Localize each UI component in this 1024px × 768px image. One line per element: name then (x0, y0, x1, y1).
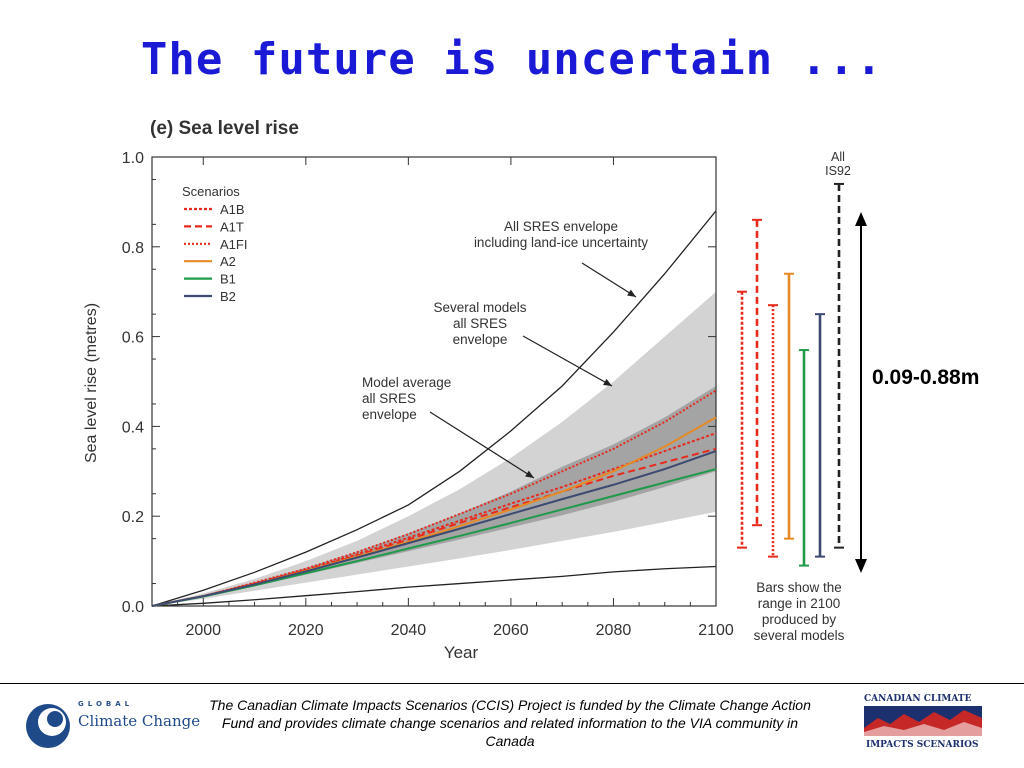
slide-title: The future is uncertain ... (140, 34, 884, 85)
annotation-bars-note-line: Bars show the (756, 580, 842, 595)
y-tick-label: 1.0 (122, 150, 144, 167)
y-tick-label: 0.0 (122, 599, 144, 616)
ccis-logo-bottom-text: IMPACTS SCENARIOS (866, 740, 979, 750)
annotation-all-sres-line: including land-ice uncertainty (474, 235, 648, 250)
x-tick-label: 2000 (185, 622, 221, 639)
annotation-bars-note-line: range in 2100 (758, 596, 841, 611)
legend-label: A1T (220, 219, 244, 234)
legend-label: B2 (220, 289, 236, 304)
x-tick-label: 2100 (698, 622, 734, 639)
ccis-logo: CANADIAN CLIMATE IMPACTS SCENARIOS (862, 692, 986, 756)
range-callout: 0.09-0.88m (872, 366, 980, 389)
annotation-arrow-all-sres (581, 262, 637, 298)
legend-label: A2 (220, 254, 236, 269)
annotation-several-models-line: Several models (433, 300, 526, 315)
annotation-arrow-several-models (522, 335, 613, 387)
y-tick-label: 0.8 (122, 240, 144, 257)
series-line-a1fi (151, 389, 717, 607)
full-envelope-upper-line (151, 210, 717, 607)
footer-divider (0, 683, 1024, 684)
legend-label: B1 (220, 272, 236, 287)
annotation-arrow-several-models-head (603, 378, 612, 386)
x-axis-label: Year (444, 643, 479, 662)
y-tick-label: 0.6 (122, 330, 144, 347)
globe-swirl-icon (26, 704, 70, 748)
canada-map-icon (864, 706, 982, 736)
annotation-bars-note-line: produced by (762, 612, 837, 627)
annotation-model-average-line: Model average (362, 375, 451, 390)
several-models-envelope (152, 291, 716, 606)
x-tick-label: 2040 (391, 622, 427, 639)
envelopes-layer (151, 210, 717, 607)
annotation-arrow-all-sres-head (627, 289, 636, 297)
callout-arrow-head-up (855, 212, 867, 226)
legend-title: Scenarios (182, 184, 240, 199)
all-is92-label-line: All (831, 150, 845, 164)
global-climate-change-logo: GLOBAL Climate Change (24, 696, 200, 756)
sea-level-chart: (e) Sea level rise Sea level rise (metre… (83, 118, 867, 662)
annotation-model-average-line: envelope (362, 407, 417, 422)
callout-arrow-head-down (855, 559, 867, 573)
annotation-bars-note-line: several models (754, 628, 845, 643)
annotation-all-sres-line: All SRES envelope (504, 219, 618, 234)
series-line-b2 (151, 450, 717, 607)
logo-global-text: GLOBAL (78, 700, 134, 708)
annotation-model-average-line: all SRES (362, 391, 416, 406)
y-tick-label: 0.2 (122, 509, 144, 526)
annotation-bars-note: Bars show the range in 2100 produced by sev… (754, 580, 845, 643)
y-tick-label: 0.4 (122, 419, 144, 436)
annotation-arrow-model-average-head (525, 470, 534, 478)
annotation-model-average: Model average all SRES envelope (362, 375, 451, 422)
annotations-layer: All SRES envelope including land-ice unce… (362, 219, 845, 643)
footer-text: The Canadian Climate Impacts Scenarios (… (209, 697, 811, 749)
legend: Scenarios A1B A1T A1FI A2 B1 B2 (182, 184, 247, 304)
ccis-logo-top-text: CANADIAN CLIMATE (864, 694, 972, 704)
annotation-arrow-model-average (429, 411, 535, 479)
axes-layer: 0.0 0.2 0.4 0.6 0.8 1.0 2000 2020 2040 2060 2080 21… (122, 150, 734, 639)
x-tick-label: 2080 (596, 622, 632, 639)
legend-label: A1FI (220, 237, 247, 252)
series-line-a1t (151, 447, 717, 607)
all-is92-label: All IS92 (825, 150, 851, 178)
series-layer (151, 389, 717, 607)
model-average-envelope (152, 385, 716, 606)
range-bars-layer: All IS92 (737, 150, 851, 567)
x-tick-label: 2060 (493, 622, 529, 639)
y-axis-label: Sea level rise (metres) (83, 303, 100, 463)
annotation-all-sres: All SRES envelope including land-ice unce… (474, 219, 648, 250)
chart-title: (e) Sea level rise (150, 118, 299, 139)
all-is92-label-line: IS92 (825, 164, 851, 178)
full-envelope-lower-line (151, 565, 717, 607)
x-tick-label: 2020 (288, 622, 324, 639)
annotation-several-models-line: envelope (453, 332, 508, 347)
logo-climate-change-text: Climate Change (78, 712, 201, 730)
annotation-several-models-line: all SRES (453, 316, 507, 331)
legend-label: A1B (220, 202, 245, 217)
annotation-several-models: Several models all SRES envelope (433, 300, 526, 347)
